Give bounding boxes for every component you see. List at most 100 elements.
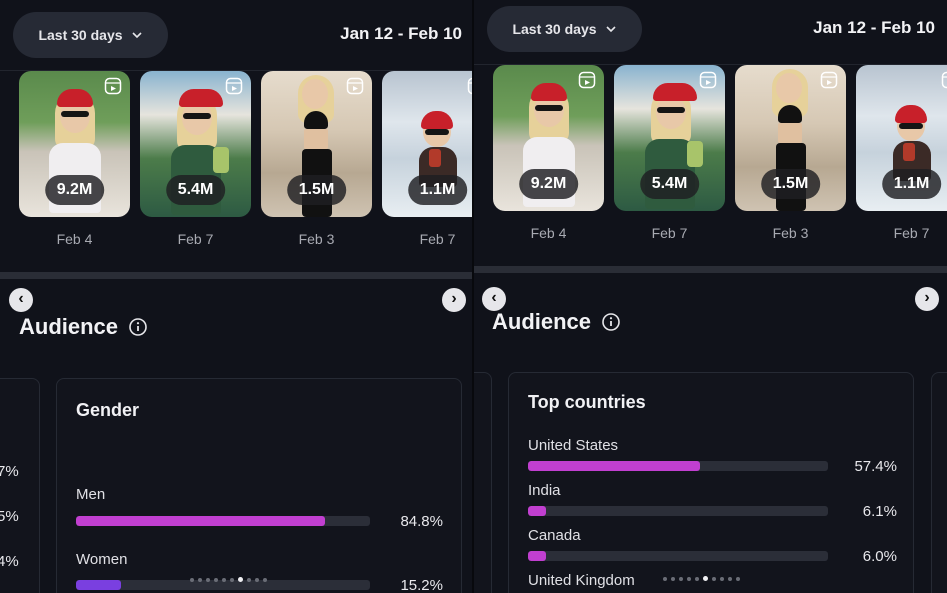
pager-dot[interactable] bbox=[687, 576, 691, 581]
audience-card-previous[interactable]: 7% 5% 4% bbox=[0, 378, 40, 593]
pager-dot[interactable] bbox=[263, 577, 267, 582]
reel-thumbnail[interactable]: 1.1M bbox=[382, 71, 474, 217]
date-range: Jan 12 - Feb 10 bbox=[813, 18, 935, 37]
date-filter-dropdown[interactable]: Last 30 days bbox=[487, 6, 642, 52]
bar-track bbox=[528, 551, 828, 561]
reel-thumbnail[interactable]: 5.4M bbox=[614, 65, 725, 211]
pager-dot[interactable] bbox=[214, 577, 218, 582]
carousel-next-button[interactable]: › bbox=[915, 287, 939, 311]
reel-card[interactable]: 1.5M Feb 3 bbox=[261, 71, 372, 247]
reel-views: 1.5M bbox=[286, 175, 347, 205]
audience-title: Audience bbox=[492, 309, 592, 334]
row-label: Men bbox=[76, 486, 106, 503]
bar-fill bbox=[76, 516, 326, 526]
reel-thumbnail[interactable]: 1.5M bbox=[735, 65, 846, 211]
card-title: Gender bbox=[76, 400, 140, 420]
reel-views: 1.1M bbox=[881, 169, 942, 199]
top-reels-carousel: 9.2M Feb 4 5.4M Feb 7 bbox=[493, 65, 947, 241]
pager-dot[interactable] bbox=[671, 576, 675, 581]
carousel-next-button[interactable]: › bbox=[442, 288, 466, 312]
reel-thumbnail[interactable]: 9.2M bbox=[493, 65, 604, 211]
pager-dot[interactable] bbox=[230, 577, 234, 582]
info-icon[interactable] bbox=[601, 312, 621, 332]
reel-views: 5.4M bbox=[165, 175, 226, 205]
edge-value: 7% bbox=[0, 463, 19, 480]
carousel-prev-button[interactable]: ‹ bbox=[482, 287, 506, 311]
reels-icon bbox=[820, 71, 838, 89]
reel-date: Feb 7 bbox=[651, 225, 688, 241]
pager-dot[interactable] bbox=[720, 576, 724, 581]
pager-dot[interactable] bbox=[695, 576, 699, 581]
edge-value: 5% bbox=[0, 508, 19, 525]
pager-dot[interactable] bbox=[247, 577, 251, 582]
pager-dot[interactable] bbox=[679, 576, 683, 581]
reel-card[interactable]: 1.1M Feb 7 bbox=[856, 65, 947, 241]
reel-views: 9.2M bbox=[518, 169, 579, 199]
pager-dot-active[interactable] bbox=[703, 576, 708, 581]
reel-date: Feb 3 bbox=[772, 225, 809, 241]
card-pager[interactable] bbox=[663, 576, 740, 581]
audience-heading: Audience bbox=[492, 309, 621, 335]
row-label: United Kingdom bbox=[528, 572, 635, 589]
pager-dot-active[interactable] bbox=[238, 577, 243, 582]
pager-dot[interactable] bbox=[206, 577, 210, 582]
reels-icon bbox=[578, 71, 596, 89]
row-label: Women bbox=[76, 551, 128, 568]
row-value: 84.8% bbox=[400, 513, 443, 530]
top-reels-carousel: 9.2M Feb 4 5.4M Feb 7 bbox=[19, 71, 474, 247]
audience-heading: Audience bbox=[19, 314, 148, 340]
divider bbox=[0, 70, 474, 71]
reel-views: 1.1M bbox=[407, 175, 468, 205]
pager-dot[interactable] bbox=[736, 576, 740, 581]
reel-card[interactable]: 5.4M Feb 7 bbox=[140, 71, 251, 247]
pager-dot[interactable] bbox=[198, 577, 202, 582]
reel-card[interactable]: 9.2M Feb 4 bbox=[493, 65, 604, 241]
reel-thumbnail[interactable]: 1.5M bbox=[261, 71, 372, 217]
reel-thumbnail[interactable]: 5.4M bbox=[140, 71, 251, 217]
pager-dot[interactable] bbox=[255, 577, 259, 582]
reel-thumbnail[interactable]: 1.1M bbox=[856, 65, 947, 211]
reel-card[interactable]: 1.5M Feb 3 bbox=[735, 65, 846, 241]
pager-dot[interactable] bbox=[728, 576, 732, 581]
reel-views: 9.2M bbox=[44, 175, 105, 205]
reel-card[interactable]: 1.1M Feb 7 bbox=[382, 71, 474, 247]
chevron-down-icon bbox=[605, 26, 616, 33]
reel-date: Feb 3 bbox=[298, 231, 335, 247]
row-label: India bbox=[528, 482, 561, 499]
row-value: 57.4% bbox=[854, 458, 897, 475]
reel-views: 5.4M bbox=[639, 169, 700, 199]
reel-card[interactable]: 9.2M Feb 4 bbox=[19, 71, 130, 247]
bar-track bbox=[76, 580, 370, 590]
pager-dot[interactable] bbox=[222, 577, 226, 582]
reel-date: Feb 7 bbox=[177, 231, 214, 247]
bar-fill bbox=[528, 506, 547, 516]
reel-card[interactable]: 5.4M Feb 7 bbox=[614, 65, 725, 241]
info-icon[interactable] bbox=[128, 317, 148, 337]
bar-fill bbox=[528, 461, 701, 471]
carousel-prev-button[interactable]: ‹ bbox=[9, 288, 33, 312]
row-value: 6.1% bbox=[862, 503, 897, 520]
reel-date: Feb 7 bbox=[419, 231, 456, 247]
reel-date: Feb 4 bbox=[530, 225, 567, 241]
pager-dot[interactable] bbox=[663, 576, 667, 581]
date-filter-dropdown[interactable]: Last 30 days bbox=[13, 12, 168, 58]
reels-icon bbox=[225, 77, 243, 95]
date-range: Jan 12 - Feb 10 bbox=[340, 24, 462, 43]
bar-track bbox=[76, 516, 370, 526]
pager-dot[interactable] bbox=[190, 577, 194, 582]
pager-dot[interactable] bbox=[712, 576, 716, 581]
reel-thumbnail[interactable]: 9.2M bbox=[19, 71, 130, 217]
row-label: Canada bbox=[528, 527, 581, 544]
card-title: Top countries bbox=[528, 392, 646, 412]
chevron-down-icon bbox=[131, 32, 142, 39]
audience-card-next[interactable] bbox=[931, 372, 947, 593]
section-divider bbox=[0, 272, 474, 279]
gender-card: Gender Men 84.8% Women 15.2% bbox=[56, 378, 462, 593]
row-value: 15.2% bbox=[400, 577, 443, 593]
card-pager[interactable] bbox=[190, 577, 267, 582]
audience-card-previous[interactable] bbox=[474, 372, 492, 593]
top-countries-card: Top countries United States 57.4% India … bbox=[508, 372, 914, 593]
divider bbox=[474, 64, 947, 65]
insights-panel-right: Last 30 days Jan 12 - Feb 10 9.2M Feb 4 bbox=[474, 0, 947, 593]
audience-title: Audience bbox=[19, 314, 119, 339]
